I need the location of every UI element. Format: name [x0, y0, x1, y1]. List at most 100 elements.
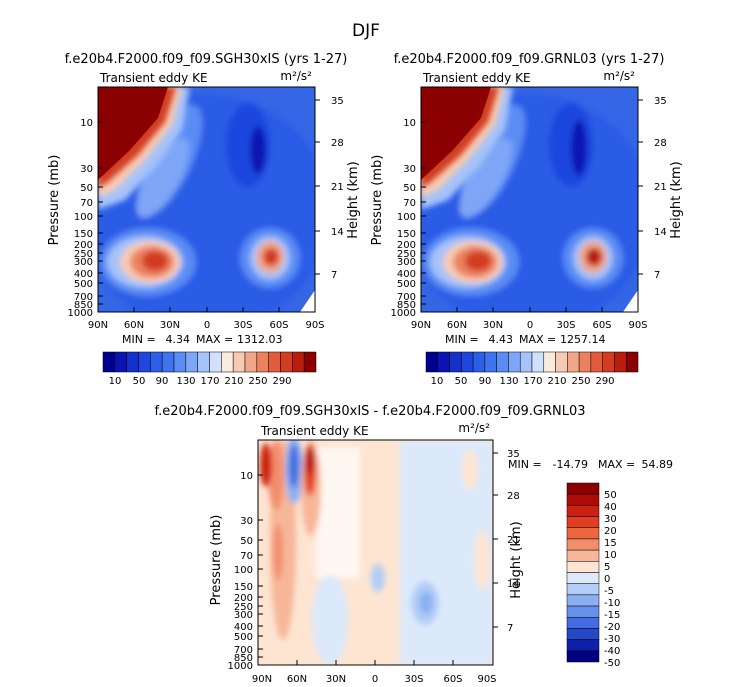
colorbar-label: 290	[272, 376, 291, 387]
y-tick-label: 1000	[68, 308, 93, 319]
panel-3-colorbar	[566, 482, 600, 663]
colorbar-swatch	[425, 351, 439, 373]
panel-2-title: f.e20b4.F2000.f09_f09.GRNL03 (yrs 1-27)	[394, 52, 665, 67]
panel-3-max-label: MAX =	[598, 458, 635, 471]
panel-2-min-value: 4.43	[489, 333, 514, 346]
y-tick-label: 30	[240, 516, 253, 527]
colorbar-label: 50	[133, 376, 146, 387]
colorbar-label: 130	[499, 376, 518, 387]
y2-tick-label: 14	[507, 579, 520, 590]
y2-tick-label: 28	[331, 138, 344, 149]
y-tick-label: 700	[397, 292, 416, 303]
colorbar-swatch	[221, 351, 234, 373]
panel-3-field-label: Transient eddy KE	[260, 424, 369, 438]
y-tick-label: 50	[80, 183, 93, 194]
y-tick-label: 400	[397, 269, 416, 280]
y-tick-label: 100	[234, 565, 253, 576]
x-tick-label: 90S	[477, 674, 496, 685]
panel-3: f.e20b4.F2000.f09_f09.SGH30xIS - f.e20b4…	[154, 404, 673, 685]
y-tick-label: 50	[403, 183, 416, 194]
panel-2-ylabel: Pressure (mb)	[370, 155, 385, 246]
y-tick-label: 250	[234, 602, 253, 613]
y2-tick-label: 21	[331, 182, 344, 193]
colorbar-swatch	[150, 351, 163, 373]
y-tick-label: 10	[403, 118, 416, 129]
y-tick-label: 500	[74, 279, 93, 290]
y-tick-label: 300	[234, 610, 253, 621]
colorbar-label: 10	[109, 376, 122, 387]
y2-tick-label: 35	[507, 449, 520, 460]
colorbar-swatch	[449, 351, 462, 373]
y-tick-label: 400	[74, 269, 93, 280]
y-tick-label: 10	[240, 471, 253, 482]
colorbar-swatch	[209, 351, 222, 373]
colorbar-label: -40	[604, 646, 620, 657]
colorbar-swatch	[566, 605, 600, 618]
y-tick-label: 1000	[228, 661, 253, 672]
colorbar-swatch	[566, 493, 600, 506]
colorbar-label: 5	[604, 562, 610, 573]
colorbar-swatch	[566, 561, 600, 573]
x-tick-label: 0	[372, 674, 378, 685]
panel-2-max-value: 1257.14	[560, 333, 606, 346]
panel-1-colorbar	[102, 351, 317, 373]
colorbar-swatch	[114, 351, 127, 373]
panel-1-y2label: Height (km)	[346, 161, 361, 238]
colorbar-swatch	[566, 527, 600, 540]
x-tick-label: 30S	[556, 320, 575, 331]
x-tick-label: 90S	[628, 320, 647, 331]
y2-tick-label: 35	[331, 96, 344, 107]
colorbar-swatch	[173, 351, 187, 373]
colorbar-swatch	[555, 351, 568, 373]
panel-2-contour-field	[421, 87, 638, 312]
x-tick-label: 90N	[252, 674, 272, 685]
x-tick-label: 90N	[411, 320, 431, 331]
panel-3-title: f.e20b4.F2000.f09_f09.SGH30xIS - f.e20b4…	[154, 404, 585, 419]
panel-3-units: m²/s²	[458, 421, 490, 435]
colorbar-label: 170	[523, 376, 542, 387]
colorbar-label: -20	[604, 622, 620, 633]
panel-1-ylabel: Pressure (mb)	[47, 155, 62, 246]
colorbar-label: -5	[604, 586, 614, 597]
colorbar-label: 30	[604, 514, 617, 525]
y-tick-label: 30	[80, 164, 93, 175]
colorbar-swatch	[496, 351, 509, 373]
colorbar-swatch	[614, 351, 627, 373]
colorbar-swatch	[472, 351, 486, 373]
y-tick-label: 200	[234, 593, 253, 604]
colorbar-label: 90	[479, 376, 492, 387]
y-tick-label: 150	[74, 229, 93, 240]
colorbar-swatch	[268, 351, 281, 373]
colorbar-swatch	[566, 617, 600, 629]
panel-3-min-value: -14.79	[553, 458, 588, 471]
x-tick-label: 60S	[269, 320, 288, 331]
colorbar-swatch	[280, 351, 293, 373]
x-tick-label: 30N	[160, 320, 180, 331]
y-tick-label: 70	[80, 198, 93, 209]
y-tick-label: 250	[397, 249, 416, 260]
panel-1-title: f.e20b4.F2000.f09_f09.SGH30xIS (yrs 1-27…	[65, 52, 348, 67]
colorbar-label: 0	[604, 574, 610, 585]
colorbar-label: 210	[224, 376, 243, 387]
x-tick-label: 60N	[447, 320, 467, 331]
y-tick-label: 850	[397, 300, 416, 311]
colorbar-label: 10	[604, 550, 617, 561]
y-tick-label: 150	[397, 229, 416, 240]
x-tick-label: 0	[527, 320, 533, 331]
y-tick-label: 1000	[391, 308, 416, 319]
panel-1-max-label: MAX =	[196, 333, 233, 346]
colorbar-label: 210	[547, 376, 566, 387]
colorbar-swatch	[519, 351, 533, 373]
colorbar-swatch	[625, 351, 639, 373]
colorbar-label: -10	[604, 598, 620, 609]
x-tick-label: 0	[204, 320, 210, 331]
y2-tick-label: 28	[507, 491, 520, 502]
panel-1-min-value: 4.34	[166, 333, 191, 346]
colorbar-swatch	[244, 351, 258, 373]
colorbar-label: 250	[248, 376, 267, 387]
panel-1: f.e20b4.F2000.f09_f09.SGH30xIS (yrs 1-27…	[47, 52, 361, 387]
colorbar-label: 250	[571, 376, 590, 387]
y-tick-label: 200	[397, 240, 416, 251]
colorbar-swatch	[102, 351, 116, 373]
